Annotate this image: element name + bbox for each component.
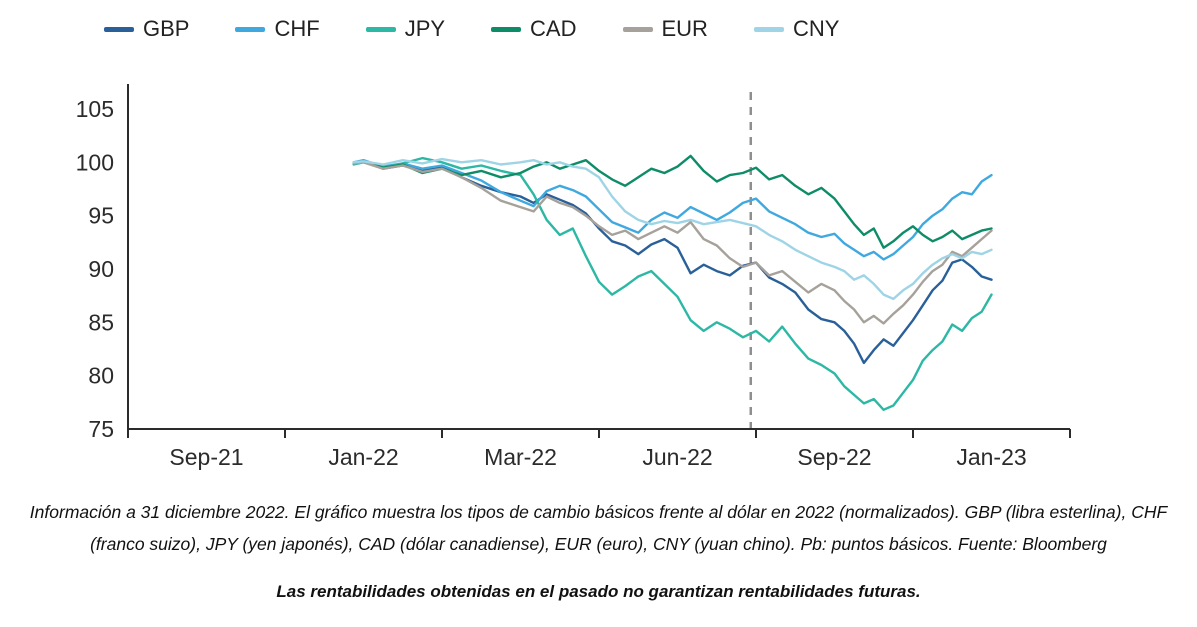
legend-item-cad: CAD (491, 16, 577, 42)
legend-label-cad: CAD (530, 16, 577, 41)
legend-marker-cny (753, 26, 784, 32)
series-cny (352, 157, 993, 301)
svg-text:Sep-22: Sep-22 (797, 444, 871, 470)
legend-marker-chf (235, 26, 266, 32)
legend-label-eur: EUR (661, 16, 708, 41)
legend-label-chf: CHF (274, 16, 320, 41)
legend-item-gbp: GBP (104, 16, 189, 42)
svg-text:Sep-21: Sep-21 (169, 444, 243, 470)
svg-text:85: 85 (88, 309, 114, 335)
series-eur (352, 161, 993, 325)
svg-text:90: 90 (88, 256, 114, 282)
chart-caption: Información a 31 diciembre 2022. El gráf… (29, 502, 1168, 554)
svg-text:75: 75 (88, 416, 114, 442)
svg-text:Jun-22: Jun-22 (642, 444, 712, 470)
legend-marker-jpy (365, 26, 396, 32)
legend-item-chf: CHF (235, 16, 320, 42)
svg-text:95: 95 (88, 203, 114, 229)
legend-marker-eur (622, 26, 653, 32)
svg-text:Jan-23: Jan-23 (956, 444, 1026, 470)
svg-text:100: 100 (76, 149, 114, 175)
fx-chart-panel: GBP CHF JPY CAD EUR CNY 75 80 85 90 95 100 105 Sep-2… (76, 16, 1197, 470)
past-performance-disclaimer: Las rentabilidades obtenidas en el pasad… (276, 582, 921, 601)
series-chf (352, 158, 993, 261)
legend-label-cny: CNY (792, 16, 840, 41)
legend-item-eur: EUR (622, 16, 708, 42)
legend-label-jpy: JPY (404, 16, 446, 41)
svg-text:Jan-22: Jan-22 (328, 444, 398, 470)
svg-text:Mar-22: Mar-22 (484, 444, 557, 470)
y-axis: 75 80 85 90 95 100 105 (76, 84, 129, 442)
legend-item-cny: CNY (753, 16, 840, 42)
fx-line-chart: 75 80 85 90 95 100 105 Sep-21 Jan-22 Mar-22 Jun-22… (76, 84, 1071, 470)
series-jpy (352, 156, 993, 411)
legend-marker-gbp (104, 26, 134, 32)
legend-marker-cad (491, 26, 522, 32)
series-gbp (352, 160, 993, 365)
svg-text:80: 80 (88, 363, 114, 389)
chart-legend: GBP CHF JPY CAD EUR CNY (104, 16, 1197, 42)
legend-item-jpy: JPY (365, 16, 446, 42)
x-axis: Sep-21 Jan-22 Mar-22 Jun-22 Sep-22 Jan-23 (127, 428, 1071, 470)
series-cad (352, 154, 993, 249)
svg-text:105: 105 (76, 96, 114, 122)
legend-label-gbp: GBP (143, 16, 190, 41)
